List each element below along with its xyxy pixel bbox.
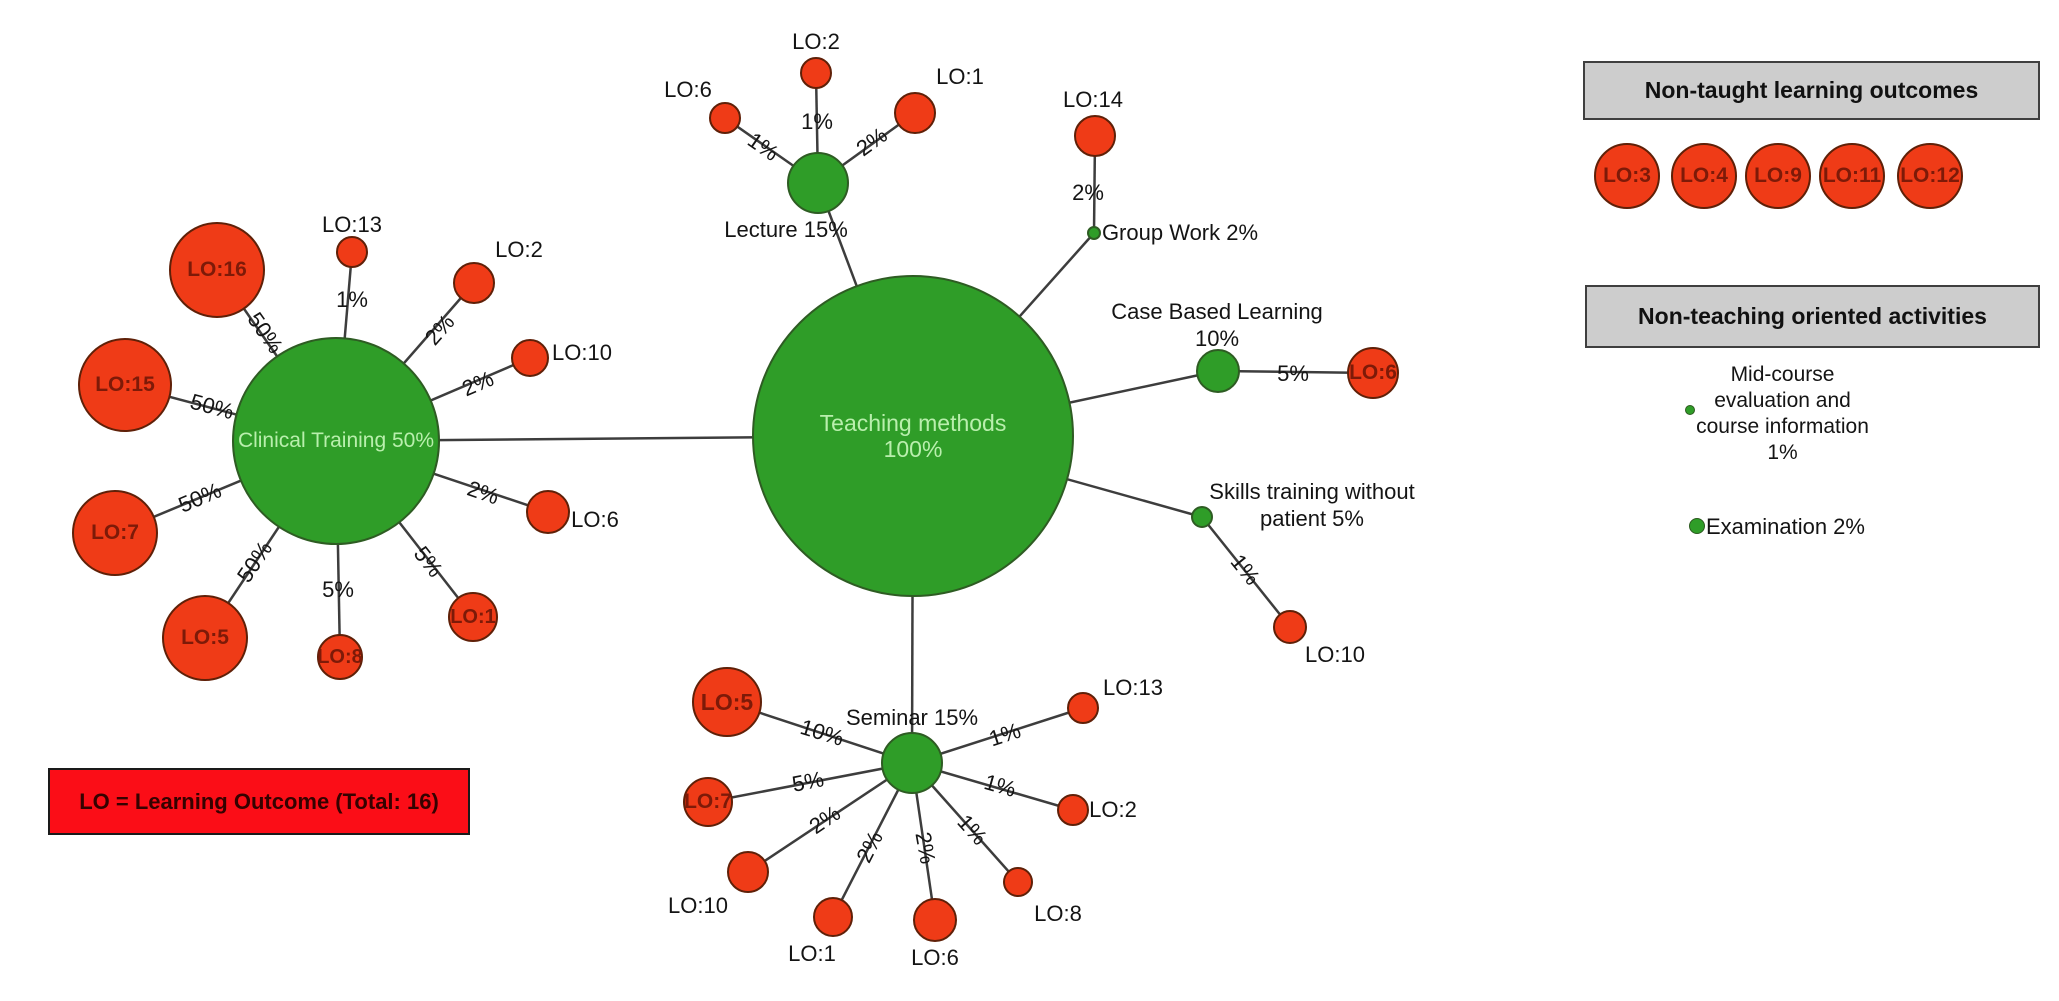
edge-clinical-clinical-lo10 bbox=[335, 356, 531, 443]
edge-clinical-clinical-lo6 bbox=[335, 439, 549, 514]
legend-non-teaching-title: Non-teaching oriented activities bbox=[1638, 303, 1987, 329]
legend-non-teaching-header: Non-teaching oriented activities bbox=[1585, 285, 2040, 348]
edge-teaching-clinical bbox=[335, 434, 914, 443]
note-text: LO = Learning Outcome (Total: 16) bbox=[79, 788, 439, 814]
edge-lecture-lecture-lo1 bbox=[817, 111, 916, 185]
mid-course-label-line-4: 1% bbox=[1767, 441, 1798, 464]
edge-clinical-clinical-lo1 bbox=[335, 440, 474, 618]
mid-course-label-line-3: course information bbox=[1696, 415, 1869, 438]
mid-course-label-line-1: Mid-course bbox=[1730, 363, 1835, 386]
mid-course-label-line-2: evaluation and bbox=[1714, 389, 1851, 412]
mid-course-label: Mid-course evaluation and course informa… bbox=[1660, 362, 1905, 466]
edge-teaching-lecture bbox=[816, 182, 915, 437]
edge-teaching-group-work bbox=[912, 232, 1095, 437]
note-box: LO = Learning Outcome (Total: 16) bbox=[48, 768, 470, 835]
edge-clinical-clinical-lo5 bbox=[203, 440, 338, 639]
mid-course-dot bbox=[1685, 405, 1695, 415]
edge-seminar-seminar-lo2 bbox=[911, 761, 1074, 812]
examination-dot bbox=[1689, 518, 1705, 534]
edge-teaching-case-based bbox=[912, 369, 1219, 438]
legend-non-taught-title: Non-taught learning outcomes bbox=[1644, 77, 1979, 103]
examination-label: Examination 2% bbox=[1706, 514, 1865, 539]
edge-lecture-lecture-lo6 bbox=[724, 116, 819, 185]
edge-seminar-seminar-lo13 bbox=[911, 706, 1084, 765]
edge-seminar-seminar-lo5 bbox=[726, 700, 913, 765]
edge-seminar-seminar-lo1 bbox=[831, 762, 914, 918]
edge-clinical-clinical-lo2 bbox=[335, 282, 475, 442]
edge-seminar-seminar-lo7 bbox=[707, 761, 913, 804]
edge-clinical-clinical-lo7 bbox=[114, 439, 337, 535]
legend-non-taught-header: Non-taught learning outcomes bbox=[1583, 61, 2040, 120]
edge-skills-skills-lo10 bbox=[1201, 516, 1291, 628]
edge-clinical-clinical-lo8 bbox=[334, 440, 342, 658]
edge-teaching-skills bbox=[912, 434, 1203, 519]
edge-group-work-group-lo14 bbox=[1092, 135, 1097, 234]
edge-teaching-seminar bbox=[910, 435, 915, 764]
edge-case-based-case-lo6 bbox=[1217, 369, 1374, 375]
edge-clinical-clinical-lo13 bbox=[334, 251, 354, 442]
edge-lecture-lecture-lo2 bbox=[814, 72, 820, 184]
